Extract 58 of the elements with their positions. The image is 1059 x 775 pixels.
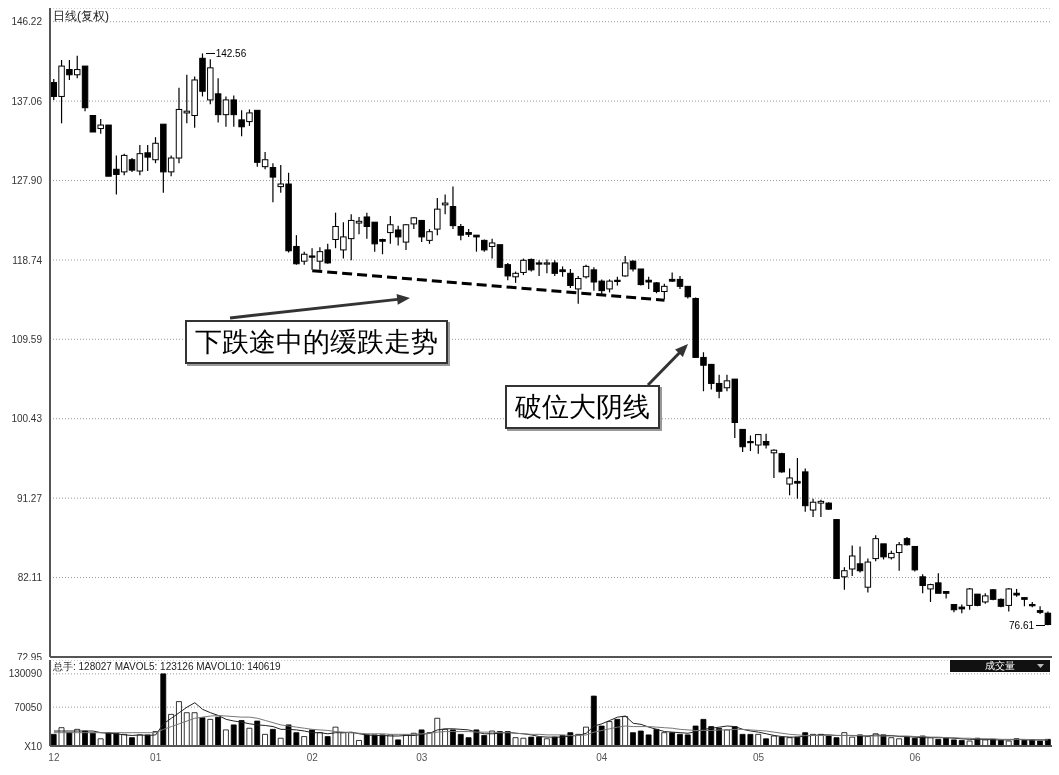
y-tick-label: 118.74 [12,254,43,266]
annotation: 成交量 [985,660,1015,672]
bar [176,701,182,746]
bar [622,716,629,746]
candlestick [1036,605,1044,615]
x-tick-label: 03 [416,752,428,764]
y-tick-label: 72.95 [16,651,43,663]
y-tick-label: 100.43 [11,413,43,425]
x-tick-label: 06 [909,752,922,764]
y-tick-label: 146.22 [11,16,43,28]
bar [536,736,542,746]
bar [723,729,730,746]
y-tick-label: X10 [24,740,43,752]
bar [301,736,308,746]
y-tick-label: 137.06 [11,95,43,107]
x-tick-label: 12 [48,752,60,764]
x-tick-label: 01 [150,752,162,764]
y-tick-label: 82.11 [17,572,43,584]
y-tick-label: 91.27 [16,492,43,504]
bar [904,736,910,746]
line-series [53,714,1049,741]
candlestick [434,197,441,236]
candlestick [449,186,457,230]
bar [763,738,769,746]
chart-title: 总手: 128027 MAVOL5: 123126 MAVOL10: 140619 [53,660,281,674]
bar [129,737,135,746]
dropdown-field: 成交量 [950,660,1050,672]
y-tick-label: 130090 [8,668,43,680]
bar [677,733,683,746]
y-tick-label: 127.90 [11,175,43,187]
bar [543,738,550,746]
annotation: 142.56 [215,47,247,59]
bar [215,716,221,746]
annotation: 破位大阴线 [505,385,660,429]
annotation: 76.61 [1009,619,1035,631]
y-tick-label: 70050 [14,701,43,713]
bar [222,729,229,746]
bar [168,713,174,746]
bar [630,732,636,746]
annotation: 下跌途中的缓跌走势 [185,320,448,364]
bar [450,729,456,746]
chart-title: 日线(复权) [53,8,109,25]
y-tick-label: 109.59 [11,333,43,345]
bar [395,739,402,746]
bar [770,735,777,746]
x-tick-label: 04 [596,752,608,764]
candlestick [911,545,919,573]
bar [849,736,856,746]
bar [348,732,355,746]
bar [896,738,903,746]
x-tick-label: 05 [752,752,765,764]
x-tick-label: 02 [306,752,319,764]
candlestick [269,162,277,203]
bar [669,732,675,746]
bar [269,728,276,746]
bar [262,733,268,746]
bar [951,739,957,746]
candlestick [441,193,449,215]
